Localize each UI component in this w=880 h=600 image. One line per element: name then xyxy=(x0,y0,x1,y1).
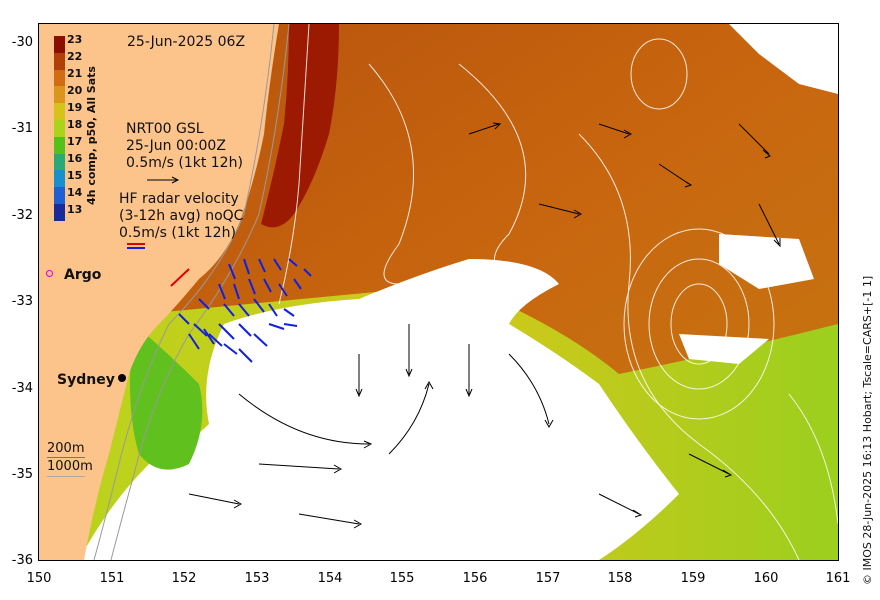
date-title: 25-Jun-2025 06Z xyxy=(127,34,246,50)
lon-tick: 159 xyxy=(680,571,706,586)
colorbar-tick: 23 xyxy=(67,33,83,46)
lat-tick: -30 xyxy=(11,35,33,50)
isobath-1000-label: 1000m xyxy=(47,459,93,474)
colorbar-tick: 17 xyxy=(67,135,83,148)
sst-map[interactable]: 25-Jun-2025 06Z NRT00 GSL 25-Jun 00:00Z … xyxy=(38,23,839,561)
colorbar-tick: 20 xyxy=(67,84,83,97)
contours xyxy=(228,24,838,560)
colorbar-tick: 19 xyxy=(67,101,83,114)
isobath-200-swatch xyxy=(47,457,85,458)
altimetry-scale-arrow xyxy=(147,176,180,184)
lat-tick: -35 xyxy=(11,467,33,482)
coastal-cool-patch xyxy=(130,324,203,470)
lat-tick: -31 xyxy=(11,121,33,136)
lat-tick: -32 xyxy=(11,208,33,223)
argo-float-marker[interactable] xyxy=(46,270,53,277)
lat-tick: -33 xyxy=(11,294,33,309)
lat-tick: -36 xyxy=(11,553,33,568)
hf-radar-avg: (3-12h avg) noQC xyxy=(119,208,244,224)
hf-radar-title: HF radar velocity xyxy=(119,191,239,207)
colorbar-label: 4h comp, p50, All Sats xyxy=(85,66,98,205)
lon-tick: 153 xyxy=(244,571,270,586)
cloud-patch-ne xyxy=(729,24,838,94)
hf-radar-site-line xyxy=(170,268,190,287)
cloud-patch-mid xyxy=(679,334,769,364)
hf-radar-scale-arrow xyxy=(127,243,145,249)
sydney-label: Sydney xyxy=(57,372,115,388)
altimetry-time: 25-Jun 00:00Z xyxy=(126,138,226,154)
lon-tick: 155 xyxy=(389,571,415,586)
isobath-200-label: 200m xyxy=(47,441,85,456)
sydney-marker xyxy=(118,374,126,382)
colorbar-tick: 18 xyxy=(67,118,83,131)
lon-tick: 154 xyxy=(317,571,343,586)
credit-text: © IMOS 28-Jun-2025 16:13 Hobart; Tscale=… xyxy=(861,275,874,585)
argo-label: Argo xyxy=(64,267,102,283)
altimetry-scale: 0.5m/s (1kt 12h) xyxy=(126,155,243,171)
colorbar-tick: 22 xyxy=(67,50,83,63)
lon-tick: 151 xyxy=(99,571,125,586)
colorbar-tick: 13 xyxy=(67,203,83,216)
lon-tick: 160 xyxy=(753,571,779,586)
lon-tick: 158 xyxy=(607,571,633,586)
map-canvas xyxy=(39,24,838,560)
isobaths xyxy=(93,24,290,560)
isobath-1000-swatch xyxy=(47,476,85,477)
colorbar-tick: 21 xyxy=(67,67,83,80)
cloud-patch-east xyxy=(719,234,814,289)
lon-tick: 152 xyxy=(171,571,197,586)
colorbar-tick: 15 xyxy=(67,169,83,182)
hf-radar-scale: 0.5m/s (1kt 12h) xyxy=(119,225,236,241)
sst-colorbar xyxy=(54,36,65,221)
lon-tick: 161 xyxy=(825,571,851,586)
hf-radar-vectors xyxy=(178,258,312,363)
altimetry-title: NRT00 GSL xyxy=(126,121,204,137)
land-australia xyxy=(39,24,279,560)
eac-warm-core xyxy=(261,24,339,228)
colorbar-tick: 16 xyxy=(67,152,83,165)
altimetry-vectors xyxy=(188,122,781,529)
lon-tick: 157 xyxy=(535,571,561,586)
lon-tick: 156 xyxy=(462,571,488,586)
colorbar-tick: 14 xyxy=(67,186,83,199)
lon-tick: 150 xyxy=(26,571,52,586)
lat-tick: -34 xyxy=(11,381,33,396)
